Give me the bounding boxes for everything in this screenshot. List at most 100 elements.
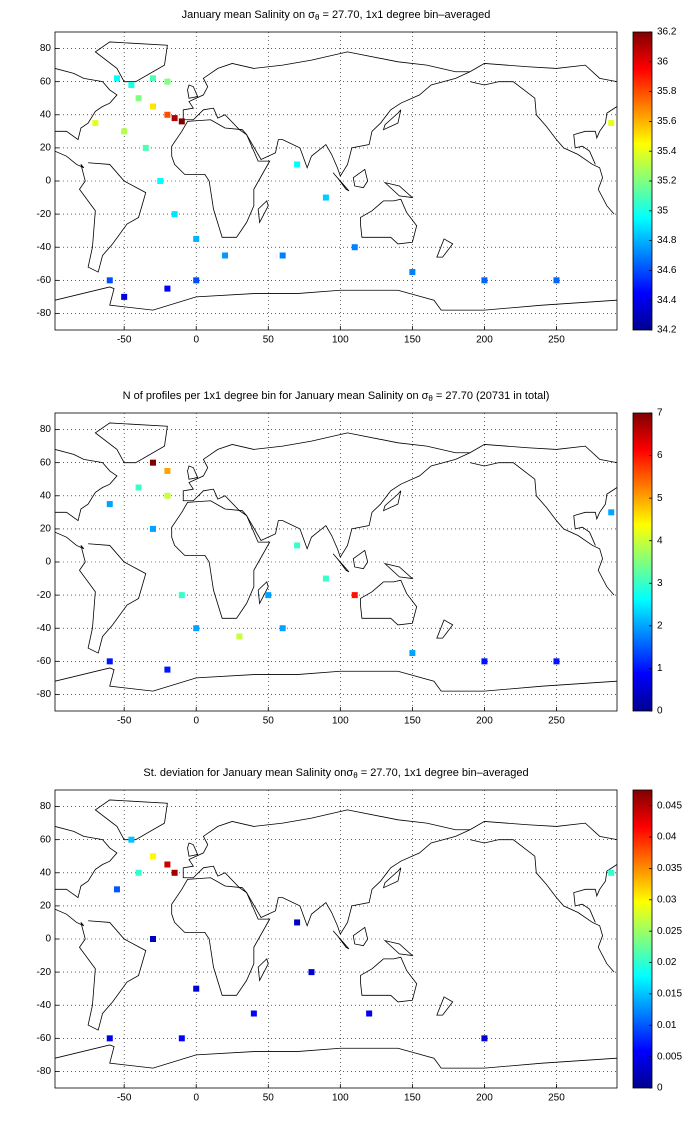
data-cell <box>171 869 178 876</box>
x-tick-label: 250 <box>548 335 565 346</box>
y-tick-label: -20 <box>37 590 52 601</box>
y-tick-label: 60 <box>40 834 52 845</box>
data-cell <box>113 886 120 893</box>
data-cell <box>294 542 301 549</box>
colorbar-tick-label: 34.4 <box>657 295 677 306</box>
x-tick-label: 200 <box>476 1093 493 1104</box>
axes-box <box>54 31 618 331</box>
colorbar-tick-label: 0.045 <box>657 800 682 811</box>
x-tick-label: 50 <box>263 1093 275 1104</box>
data-cell <box>193 985 200 992</box>
colorbar-tick-label: 5 <box>657 493 663 504</box>
colorbar-tick-label: 0.02 <box>657 957 677 968</box>
colorbar-tick-label: 35 <box>657 205 669 216</box>
colorbar-tick-label: 1 <box>657 663 663 674</box>
title-part: θ <box>428 394 433 403</box>
data-cell <box>121 128 128 135</box>
data-cell <box>121 293 128 300</box>
colorbar-tick-label: 35.4 <box>657 146 677 157</box>
y-tick-label: 20 <box>40 524 52 535</box>
y-tick-label: 60 <box>40 457 52 468</box>
x-tick-label: -50 <box>117 1093 132 1104</box>
y-tick-label: -40 <box>37 242 52 253</box>
x-tick-label: 250 <box>548 716 565 727</box>
title-part: January mean Salinity on σ <box>182 9 316 21</box>
data-cell <box>92 120 99 127</box>
colorbar-tick-label: 2 <box>657 620 663 631</box>
x-tick-label: 150 <box>404 335 421 346</box>
data-cell <box>171 115 178 122</box>
x-tick-label: 200 <box>476 716 493 727</box>
data-cell <box>553 658 560 665</box>
data-cell <box>135 95 142 102</box>
colorbar-tick-label: 34.6 <box>657 265 677 276</box>
data-cell <box>608 869 615 876</box>
axes-box <box>54 789 618 1089</box>
data-cell <box>149 853 156 860</box>
data-cell <box>113 75 120 82</box>
colorbar-tick-label: 36 <box>657 56 669 67</box>
data-cell <box>193 625 200 632</box>
x-tick-label: 100 <box>332 1093 349 1104</box>
data-cell <box>178 118 185 125</box>
title-part: N of profiles per 1x1 degree bin for Jan… <box>123 390 429 402</box>
colorbar-tick-label: 0.035 <box>657 863 682 874</box>
data-cell <box>322 575 329 582</box>
y-tick-label: 80 <box>40 424 52 435</box>
data-cell <box>178 1035 185 1042</box>
y-tick-label: 40 <box>40 490 52 501</box>
data-cell <box>164 78 171 85</box>
data-cell <box>142 144 149 151</box>
colorbar-tick-label: 0.03 <box>657 894 677 905</box>
y-tick-label: 0 <box>45 557 51 568</box>
colorbar-tick-label: 0.01 <box>657 1020 677 1031</box>
data-cell <box>164 861 171 868</box>
title-part: θ <box>315 13 320 22</box>
chart-title: St. deviation for January mean Salinity … <box>143 767 528 780</box>
data-cell <box>164 492 171 499</box>
x-tick-label: 150 <box>404 716 421 727</box>
data-cell <box>149 459 156 466</box>
title-part: St. deviation for January mean Salinity … <box>143 767 346 779</box>
y-tick-label: -40 <box>37 623 52 634</box>
y-tick-label: 80 <box>40 801 52 812</box>
data-cell <box>193 235 200 242</box>
data-cell <box>481 277 488 284</box>
colorbar-tick-label: 35.8 <box>657 86 677 97</box>
data-cell <box>236 633 243 640</box>
data-cell <box>265 592 272 599</box>
y-tick-label: 80 <box>40 43 52 54</box>
title-part: = 27.70, 1x1 degree bin–averaged <box>358 767 529 779</box>
colorbar-tick-label: 35.2 <box>657 176 677 187</box>
y-tick-label: -60 <box>37 656 52 667</box>
data-cell <box>608 120 615 127</box>
data-cell <box>553 277 560 284</box>
data-cell <box>106 1035 113 1042</box>
title-part: = 27.70, 1x1 degree bin–averaged <box>319 9 490 21</box>
title-part: θ <box>353 771 358 780</box>
data-cell <box>106 658 113 665</box>
data-cell <box>164 467 171 474</box>
colorbar-tick-label: 0 <box>657 706 663 717</box>
data-cell <box>149 936 156 942</box>
data-cell <box>171 211 178 218</box>
coastline <box>55 422 617 692</box>
colorbar <box>632 412 653 712</box>
data-cell <box>106 277 113 284</box>
data-cell <box>178 592 185 599</box>
data-cell <box>164 285 171 292</box>
data-cell <box>135 484 142 491</box>
y-tick-label: -20 <box>37 967 52 978</box>
data-cell <box>250 1010 257 1017</box>
x-tick-label: 50 <box>263 335 275 346</box>
data-cell <box>128 836 135 843</box>
data-cell <box>164 111 171 118</box>
colorbar-tick-label: 6 <box>657 450 663 461</box>
chart-title: N of profiles per 1x1 degree bin for Jan… <box>123 390 550 403</box>
title-part: = 27.70 (20731 in total) <box>433 390 550 402</box>
data-cell <box>294 161 301 168</box>
y-tick-label: -60 <box>37 275 52 286</box>
y-tick-label: -20 <box>37 209 52 220</box>
y-tick-label: 20 <box>40 901 52 912</box>
y-tick-label: 40 <box>40 109 52 120</box>
